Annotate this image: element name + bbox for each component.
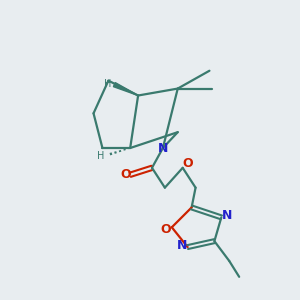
Text: N: N xyxy=(176,238,187,252)
Text: N: N xyxy=(158,142,168,154)
Text: O: O xyxy=(160,223,171,236)
Polygon shape xyxy=(113,82,138,95)
Text: H: H xyxy=(97,151,104,161)
Text: H: H xyxy=(104,79,111,88)
Text: O: O xyxy=(182,158,193,170)
Text: O: O xyxy=(120,168,130,181)
Text: N: N xyxy=(222,209,232,222)
